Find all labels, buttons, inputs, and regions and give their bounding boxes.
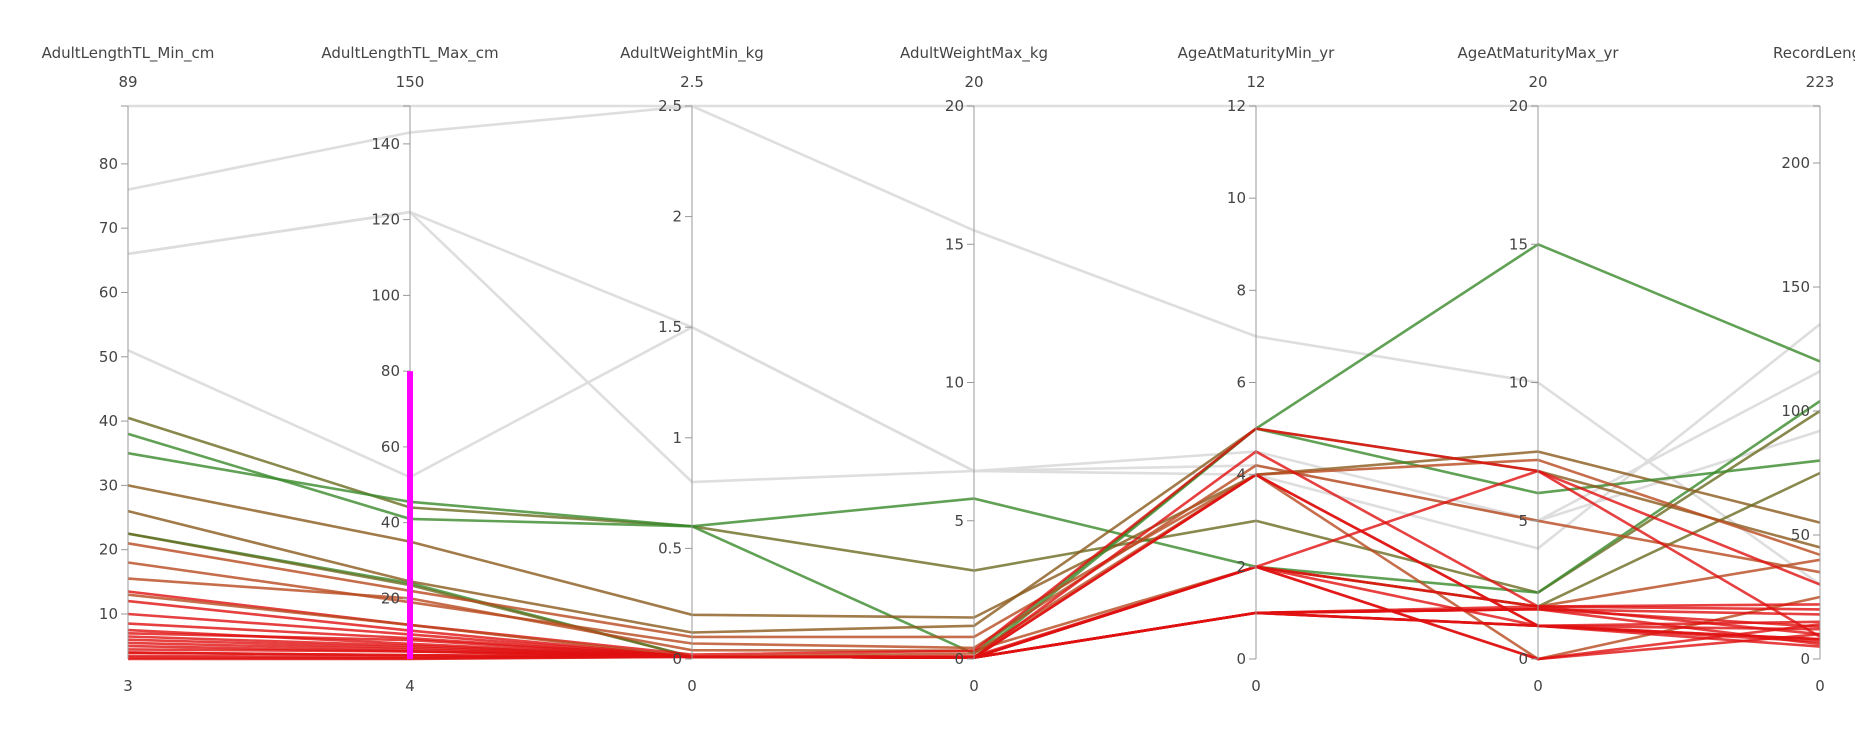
tick-label: 0 — [954, 650, 964, 668]
axis-title: AdultLengthTL_Max_cm — [321, 44, 498, 63]
tick-label: 100 — [1781, 402, 1810, 420]
tick-label: 5 — [1518, 512, 1528, 530]
axis-min-label: 0 — [969, 677, 979, 695]
tick-label: 100 — [371, 286, 400, 304]
axis-min-label: 0 — [1815, 677, 1825, 695]
tick-label: 0 — [672, 650, 682, 668]
tick-label: 2 — [1236, 558, 1246, 576]
tick-label: 60 — [99, 283, 118, 301]
tick-label: 50 — [1791, 526, 1810, 544]
tick-label: 20 — [99, 541, 118, 559]
axis-min-label: 0 — [687, 677, 697, 695]
tick-label: 0.5 — [658, 539, 682, 557]
tick-label: 80 — [381, 362, 400, 380]
axis-max-label: 89 — [118, 73, 137, 91]
axis-AdultWeightMin_kg[interactable]: AdultWeightMin_kg 2.5 00 0.5 1 1.5 2 2.5 — [620, 44, 764, 695]
tick-label: 2 — [672, 208, 682, 226]
tick-label: 4 — [1236, 466, 1246, 484]
axis-title: AdultWeightMin_kg — [620, 44, 764, 63]
axis-title: AgeAtMaturityMin_yr — [1178, 44, 1335, 63]
axis-AgeAtMaturityMax_yr[interactable]: AgeAtMaturityMax_yr 20 00 5 10 15 20 — [1457, 44, 1619, 695]
axis-max-label: 20 — [1528, 73, 1547, 91]
tick-label: 30 — [99, 476, 118, 494]
axis-title: AdultLengthTL_Min_cm — [42, 44, 215, 63]
tick-label: 10 — [1509, 374, 1528, 392]
tick-label: 60 — [381, 438, 400, 456]
tick-label: 50 — [99, 348, 118, 366]
axis-title: AgeAtMaturityMax_yr — [1457, 44, 1619, 63]
tick-label: 12 — [1227, 97, 1246, 115]
axis-max-label: 20 — [964, 73, 983, 91]
axis-title: RecordLengt — [1773, 44, 1855, 62]
axis-min-label: 3 — [123, 677, 133, 695]
tick-label: 1.5 — [658, 318, 682, 336]
tick-label: 10 — [99, 605, 118, 623]
tick-label: 20 — [381, 589, 400, 607]
axis-AdultLengthTL_Max_cm[interactable]: AdultLengthTL_Max_cm 150 4 20 40 60 80 100 120 14… — [321, 44, 498, 695]
tick-label: 20 — [945, 97, 964, 115]
tick-label: 10 — [945, 374, 964, 392]
tick-label: 0 — [1518, 650, 1528, 668]
tick-label: 140 — [371, 135, 400, 153]
tick-label: 8 — [1236, 281, 1246, 299]
axis-AdultWeightMax_kg[interactable]: AdultWeightMax_kg 20 00 5 10 15 20 — [900, 44, 1048, 695]
tick-label: 40 — [99, 412, 118, 430]
tick-label: 1 — [672, 429, 682, 447]
tick-label: 5 — [954, 512, 964, 530]
tick-label: 15 — [945, 235, 964, 253]
tick-label: 6 — [1236, 374, 1246, 392]
axis-max-label: 150 — [396, 73, 425, 91]
axis-max-label: 2.5 — [680, 73, 704, 91]
axis-min-label: 0 — [1533, 677, 1543, 695]
tick-label: 200 — [1781, 154, 1810, 172]
tick-label: 2.5 — [658, 97, 682, 115]
tick-label: 70 — [99, 219, 118, 237]
axis-RecordLengt[interactable]: RecordLengt 223 00 50 100 150 200 — [1773, 44, 1855, 695]
axis-max-label: 223 — [1806, 73, 1835, 91]
axis-title: AdultWeightMax_kg — [900, 44, 1048, 63]
axes: AdultLengthTL_Min_cm8931020304050607080A… — [42, 44, 1855, 695]
tick-label: 150 — [1781, 278, 1810, 296]
tick-label: 0 — [1800, 650, 1810, 668]
axis-AdultLengthTL_Min_cm[interactable]: AdultLengthTL_Min_cm 89 3 10 20 30 40 50 60 70 80 — [42, 44, 215, 695]
tick-label: 0 — [1236, 650, 1246, 668]
tick-label: 40 — [381, 514, 400, 532]
tick-label: 10 — [1227, 189, 1246, 207]
tick-label: 120 — [371, 211, 400, 229]
axis-min-label: 4 — [405, 677, 415, 695]
tick-label: 20 — [1509, 97, 1528, 115]
tick-label: 80 — [99, 155, 118, 173]
axis-AgeAtMaturityMin_yr[interactable]: AgeAtMaturityMin_yr 12 00 2 4 6 8 10 12 — [1178, 44, 1335, 695]
axis-max-label: 12 — [1246, 73, 1265, 91]
tick-label: 15 — [1509, 235, 1528, 253]
axis-min-label: 0 — [1251, 677, 1261, 695]
